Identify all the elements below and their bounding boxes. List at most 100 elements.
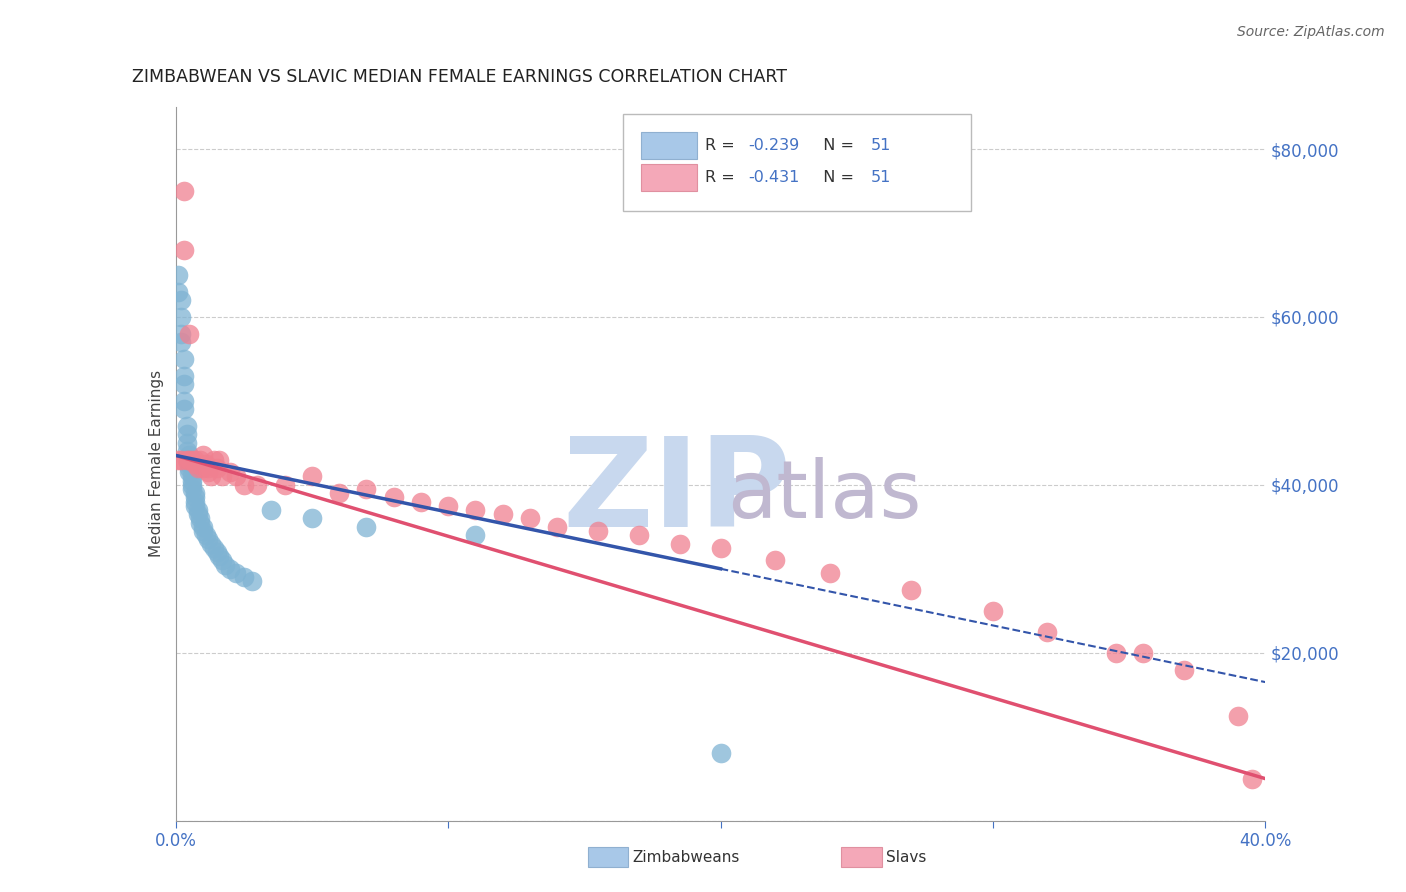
Point (173, 368, 195, 383)
Point (1104, 646, 1126, 660)
Point (546, 520, 568, 534)
Point (200, 536, 222, 550)
Point (1132, 646, 1154, 660)
Point (710, 541, 733, 555)
Point (181, 482, 204, 496)
Point (188, 516, 211, 530)
Text: R =: R = (706, 138, 740, 153)
Point (240, 574, 263, 589)
Point (179, 449, 201, 463)
Point (1227, 708, 1250, 723)
Point (170, 326, 193, 341)
Point (328, 486, 350, 500)
Point (205, 545, 228, 559)
Point (197, 461, 219, 475)
Point (176, 427, 198, 442)
Point (173, 377, 195, 392)
Point (184, 457, 207, 471)
Point (225, 566, 247, 580)
Point (219, 465, 242, 479)
Text: -0.431: -0.431 (748, 170, 799, 186)
Point (232, 570, 254, 584)
Text: Zimbabweans: Zimbabweans (633, 850, 740, 864)
Point (586, 524, 609, 538)
Point (205, 461, 228, 475)
Point (818, 566, 841, 580)
Point (519, 511, 541, 525)
Point (170, 335, 193, 350)
Point (200, 469, 222, 483)
Point (179, 457, 201, 471)
Point (260, 503, 283, 517)
FancyBboxPatch shape (641, 132, 696, 159)
Point (170, 293, 193, 307)
Point (464, 528, 486, 542)
Point (409, 494, 432, 508)
FancyBboxPatch shape (841, 847, 882, 867)
Point (167, 285, 190, 299)
Text: N =: N = (813, 170, 859, 186)
Point (1240, 772, 1263, 786)
Point (214, 558, 236, 572)
Point (1036, 624, 1059, 639)
Point (981, 604, 1004, 618)
Point (179, 461, 201, 475)
Point (188, 452, 211, 467)
Point (179, 465, 201, 479)
Point (668, 536, 690, 550)
Point (464, 503, 486, 517)
Point (219, 562, 242, 576)
Text: 51: 51 (870, 170, 891, 186)
Text: atlas: atlas (727, 457, 921, 535)
Point (710, 747, 733, 761)
Point (181, 469, 204, 483)
FancyBboxPatch shape (623, 114, 972, 211)
Point (208, 549, 231, 564)
Point (186, 507, 209, 521)
Point (181, 478, 204, 492)
Point (173, 243, 195, 257)
FancyBboxPatch shape (641, 164, 696, 191)
Point (188, 511, 211, 525)
Point (274, 478, 297, 492)
Point (186, 461, 209, 475)
Point (173, 393, 195, 408)
Point (763, 553, 786, 567)
Point (173, 184, 195, 198)
Point (176, 435, 198, 450)
Point (197, 533, 219, 547)
Text: ZIMBABWEAN VS SLAVIC MEDIAN FEMALE EARNINGS CORRELATION CHART: ZIMBABWEAN VS SLAVIC MEDIAN FEMALE EARNI… (132, 68, 787, 86)
Point (301, 469, 323, 483)
Point (184, 494, 207, 508)
Point (179, 326, 201, 341)
Point (1173, 663, 1195, 677)
Text: -0.239: -0.239 (748, 138, 799, 153)
Point (184, 491, 207, 505)
Point (246, 478, 269, 492)
Point (225, 469, 247, 483)
Point (173, 402, 195, 417)
Point (181, 474, 204, 488)
Y-axis label: Median Female Earnings: Median Female Earnings (149, 370, 165, 558)
Text: N =: N = (813, 138, 859, 153)
Point (194, 457, 217, 471)
Point (179, 452, 201, 467)
Point (191, 461, 214, 475)
Point (197, 465, 219, 479)
Point (301, 511, 323, 525)
Point (173, 351, 195, 366)
Point (186, 503, 209, 517)
Point (900, 582, 922, 597)
Point (184, 452, 207, 467)
Point (211, 553, 233, 567)
Point (202, 452, 225, 467)
Point (167, 268, 190, 282)
Point (184, 486, 207, 500)
Text: R =: R = (706, 170, 740, 186)
Point (437, 499, 460, 513)
Point (382, 491, 405, 505)
FancyBboxPatch shape (588, 847, 628, 867)
Point (356, 482, 378, 496)
Point (191, 449, 214, 463)
Point (176, 452, 198, 467)
